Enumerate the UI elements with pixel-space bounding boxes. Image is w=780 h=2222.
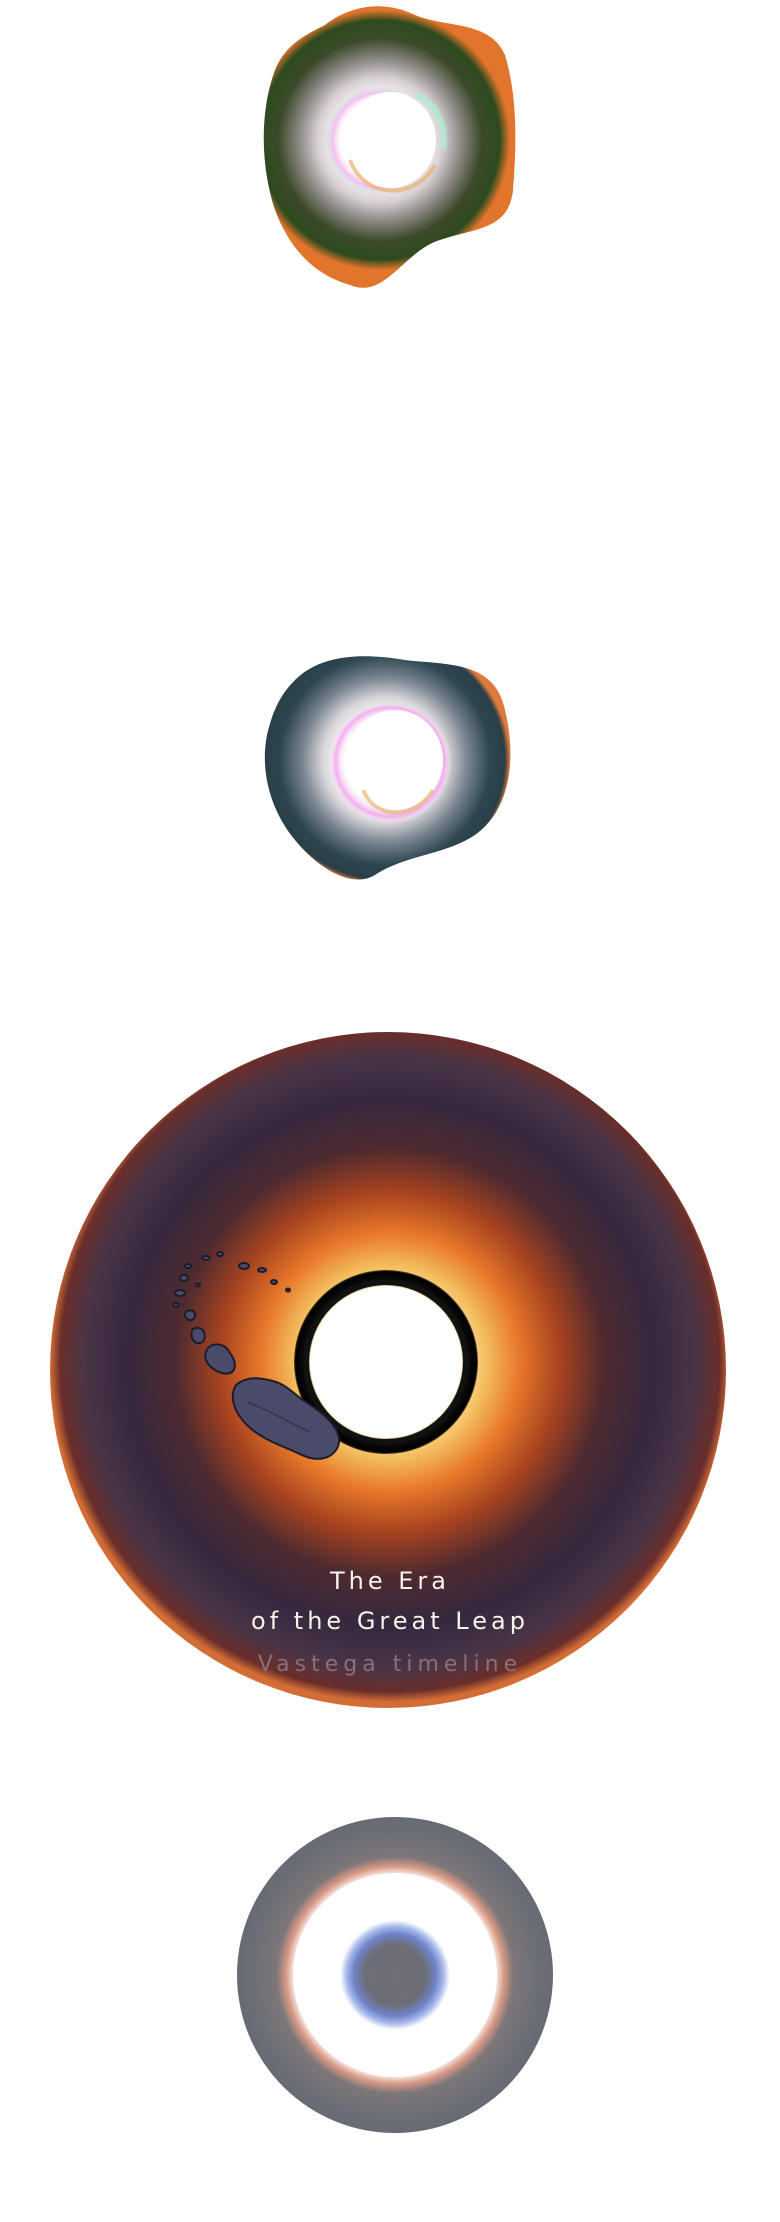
era-disc-graphic	[50, 1032, 726, 1708]
orb-middle-graphic	[264, 656, 511, 880]
orb-top	[255, 0, 525, 300]
disc-title-line2: of the Great Leap	[251, 1607, 529, 1635]
disc-title-line1: The Era	[329, 1567, 450, 1595]
orb-middle	[255, 640, 520, 890]
orb-top-graphic	[263, 6, 516, 288]
disc-subtitle: Vastega timeline	[257, 1652, 523, 1677]
asteroid-icon	[172, 1251, 340, 1460]
orb-bottom	[235, 1815, 555, 2135]
era-disc	[48, 1030, 728, 1710]
orb-bottom-graphic	[237, 1817, 553, 2133]
